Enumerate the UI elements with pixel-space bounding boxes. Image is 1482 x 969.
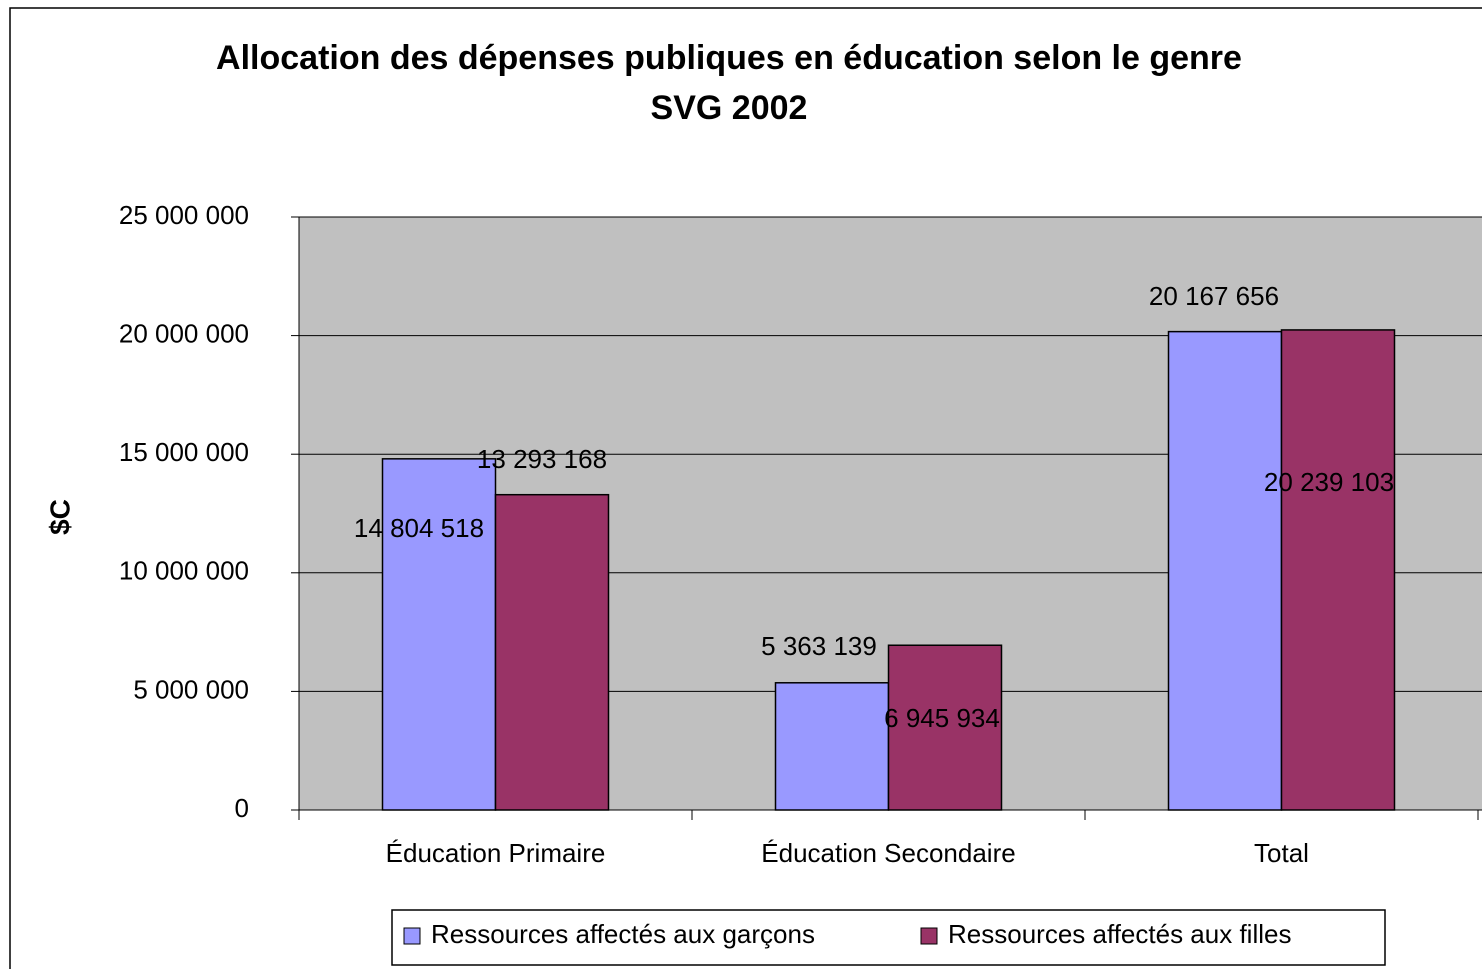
bar	[887, 644, 1003, 811]
data-label: 13 293 168	[477, 444, 607, 474]
bar	[381, 458, 497, 811]
legend-swatch	[920, 927, 938, 945]
data-label: 14 804 518	[354, 513, 484, 543]
bar	[774, 682, 890, 811]
chart-title: Allocation des dépenses publiques en édu…	[216, 39, 1242, 77]
y-axis-label: $C	[44, 499, 75, 535]
y-tick-label: 20 000 000	[119, 318, 249, 348]
y-tick-label: 5 000 000	[133, 674, 249, 704]
bar	[1280, 329, 1396, 811]
y-tick-label: 25 000 000	[119, 200, 249, 230]
legend-swatch	[403, 927, 421, 945]
bar	[494, 493, 610, 811]
y-tick-label: 0	[235, 793, 249, 823]
legend-label: Ressources affectés aux filles	[948, 919, 1291, 949]
data-label: 5 363 139	[761, 631, 877, 661]
y-tick-label: 15 000 000	[119, 437, 249, 467]
legend-label: Ressources affectés aux garçons	[431, 919, 815, 949]
data-label: 20 239 103	[1264, 467, 1394, 497]
data-label: 20 167 656	[1149, 281, 1279, 311]
chart-subtitle: SVG 2002	[651, 89, 808, 127]
legend-box	[391, 909, 1386, 966]
x-tick-label: Total	[1254, 838, 1309, 868]
y-tick-label: 10 000 000	[119, 556, 249, 586]
bar	[1167, 330, 1283, 811]
x-tick-label: Éducation Secondaire	[761, 838, 1015, 868]
x-tick-label: Éducation Primaire	[386, 838, 606, 868]
data-label: 6 945 934	[884, 703, 1000, 733]
